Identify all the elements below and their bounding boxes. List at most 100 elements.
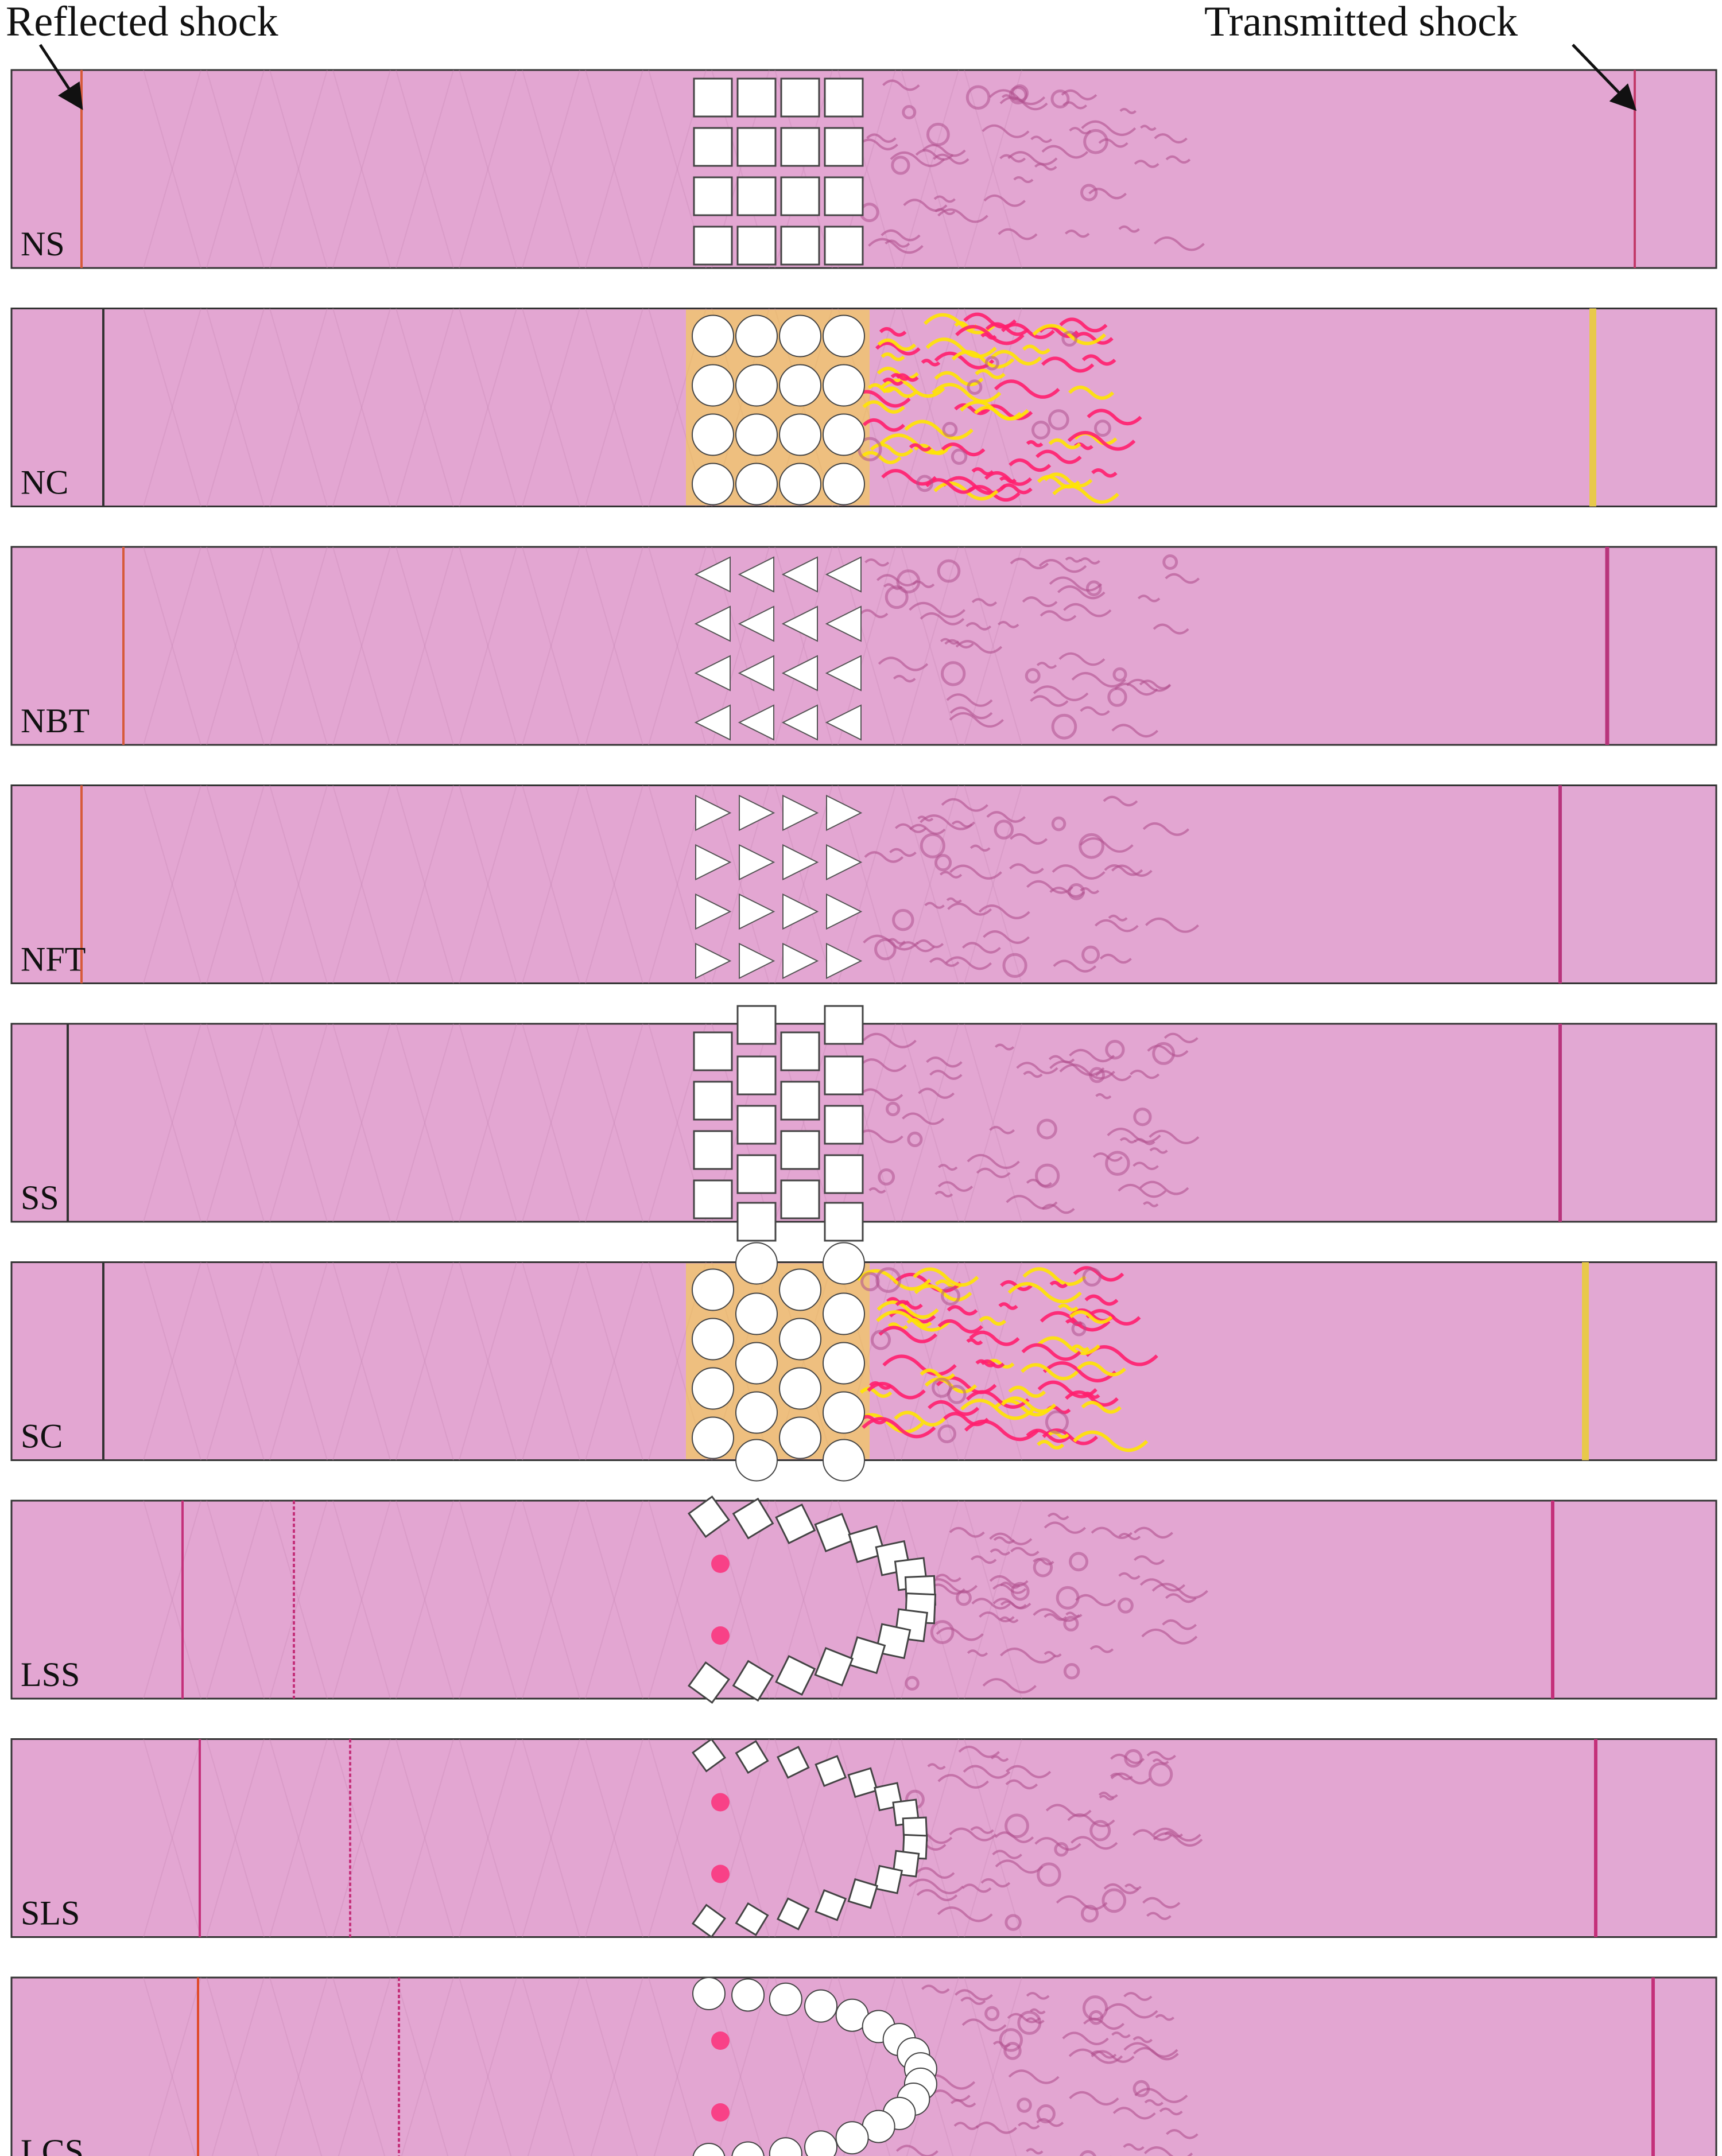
vortex-ring: [1061, 331, 1078, 347]
vortex-ring: [1068, 883, 1085, 900]
vortex-ring: [1051, 816, 1066, 832]
vortex-ring: [1010, 1582, 1030, 1601]
wake-vortex: [1098, 138, 1128, 148]
vortex-ring: [1054, 1842, 1069, 1857]
wake-vortex: [868, 238, 924, 254]
wave-pattern: [143, 1500, 201, 1699]
vortex-ring: [896, 569, 921, 594]
vortex-ring: [984, 2006, 1000, 2021]
wave-pattern: [206, 69, 265, 269]
circle-obstacle: [735, 1292, 778, 1335]
circle-obstacle: [823, 413, 865, 456]
circle-obstacle: [692, 314, 734, 358]
square-obstacle: [777, 1746, 810, 1779]
wake-vortex: [908, 1878, 964, 1894]
wake-vortex: [1149, 1147, 1168, 1154]
wake-vortex: [992, 1583, 1027, 1594]
wake-vortex: [879, 327, 907, 337]
wake-vortex: [1080, 706, 1110, 716]
wake-vortex: [929, 2089, 971, 2102]
wake-vortex: [1036, 662, 1057, 669]
wave-pattern: [459, 1023, 517, 1222]
circle-obstacle: [779, 1416, 821, 1459]
wake-vortex: [1151, 1583, 1208, 1599]
wake-vortex: [979, 1611, 1015, 1622]
wake-vortex: [1075, 1594, 1116, 1606]
triangle-obstacle: [694, 655, 731, 692]
square-obstacle: [736, 1154, 777, 1194]
wave-pattern: [269, 546, 328, 745]
wave-pattern: [964, 546, 1022, 745]
wake-vortex: [990, 1755, 1009, 1762]
vortex-ring: [1051, 713, 1077, 740]
wake-vortex: [998, 228, 1038, 240]
wake-vortex: [1052, 864, 1106, 880]
wake-vortex: [1099, 953, 1132, 964]
wave-pattern: [964, 1023, 1022, 1222]
wake-vortex: [1068, 2048, 1123, 2064]
wake-vortex: [947, 1305, 978, 1316]
wake-vortex: [1087, 409, 1142, 426]
reflected-shock-label: Reflected shock: [6, 0, 278, 45]
triangle-obstacle: [782, 844, 819, 881]
flow-field: [10, 546, 1717, 746]
panel-label: LCS: [21, 2132, 84, 2156]
triangle-obstacle: [826, 893, 863, 930]
circle-obstacle: [804, 1989, 838, 2023]
wake-vortex: [1099, 1794, 1115, 1801]
wave-pattern: [585, 308, 643, 507]
wave-pattern: [459, 69, 517, 269]
wake-vortex: [903, 199, 948, 212]
wake-vortex: [1114, 682, 1158, 696]
wake-vortex: [990, 349, 1042, 366]
wake-vortex: [1091, 2050, 1135, 2063]
wake-vortex: [859, 1386, 893, 1399]
wake-vortex: [1062, 2031, 1109, 2045]
wake-vortex: [916, 939, 944, 949]
wake-vortex: [859, 1415, 887, 1425]
wake-vortex: [1000, 323, 1055, 339]
wave-pattern: [964, 546, 1022, 745]
wake-vortex: [906, 1318, 932, 1327]
wake-vortex: [1145, 917, 1199, 933]
vortex-ring: [1148, 1762, 1173, 1787]
square-obstacle: [824, 77, 864, 118]
circle-obstacle: [779, 314, 821, 358]
panel-lcs: LCS: [10, 1976, 1717, 2156]
square-obstacle: [693, 77, 733, 118]
vortex-ring: [1045, 1410, 1069, 1434]
wave-pattern: [459, 308, 517, 507]
wave-pattern: [332, 69, 391, 269]
wave-pattern: [269, 69, 328, 269]
wake-vortex: [1069, 1048, 1115, 1063]
wave-pattern: [711, 1500, 770, 1699]
wake-vortex: [870, 442, 914, 457]
wave-pattern: [269, 1023, 328, 1222]
wake-vortex: [1166, 2129, 1199, 2139]
wake-vortex: [917, 815, 934, 822]
wake-vortex: [1089, 1645, 1114, 1653]
vortex-ring: [1112, 667, 1127, 682]
trapped-vortex: [711, 1864, 730, 1883]
vortex-ring: [1162, 554, 1178, 570]
vortex-ring: [1025, 668, 1041, 684]
wake-vortex: [980, 1878, 1011, 1888]
wake-vortex: [1079, 837, 1134, 853]
wave-pattern: [395, 1500, 454, 1699]
wake-vortex: [862, 400, 905, 414]
wave-pattern: [269, 785, 328, 984]
wake-vortex: [881, 229, 921, 242]
wave-pattern: [585, 69, 643, 269]
square-obstacle: [693, 1130, 733, 1170]
wake-vortex: [925, 478, 978, 494]
square-obstacle: [691, 1738, 727, 1773]
wake-vortex: [1030, 695, 1069, 707]
wake-vortex: [1146, 1912, 1172, 1920]
vortex-ring: [1105, 1151, 1130, 1176]
vortex-ring: [940, 661, 966, 686]
wake-vortex: [878, 1326, 937, 1343]
wave-pattern: [901, 1262, 959, 1460]
wave-pattern: [585, 1739, 643, 1937]
wake-vortex: [1085, 1309, 1141, 1326]
square-obstacle: [736, 226, 777, 266]
